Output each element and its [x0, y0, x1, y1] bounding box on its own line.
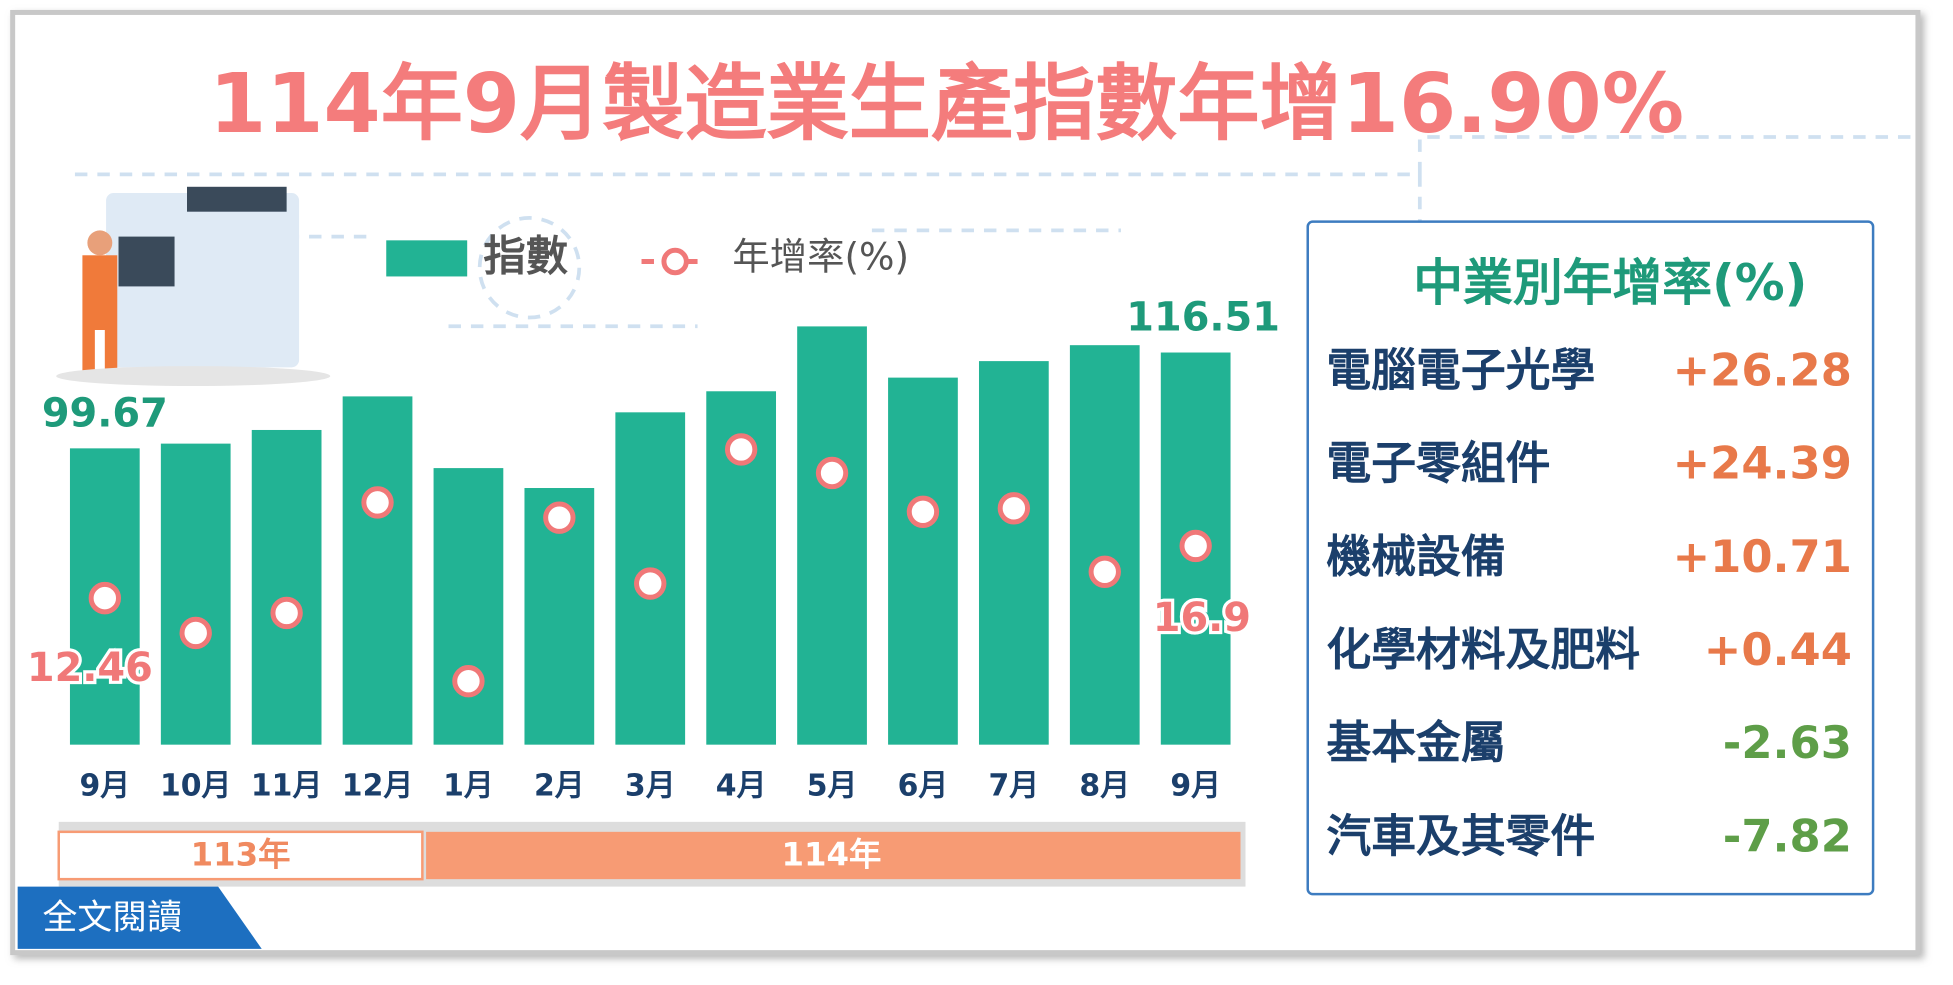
line-point	[543, 501, 576, 534]
illustration	[56, 186, 331, 387]
legend-label: 指數	[483, 232, 568, 281]
bar	[888, 377, 958, 745]
data-label: 116.51	[1126, 295, 1280, 341]
bar	[797, 326, 867, 745]
line-point	[906, 495, 940, 528]
period-box	[57, 830, 424, 881]
x-tick-label: 9月	[79, 769, 130, 804]
legend-swatch	[661, 247, 689, 276]
button-label[interactable]: 全文閱讀	[43, 898, 182, 938]
legend-swatch	[386, 240, 468, 277]
line-point	[1088, 555, 1121, 588]
read-more-button[interactable]: 全文閱讀	[17, 886, 262, 949]
title: 114年9月製造業生產指數年增16.90%	[209, 57, 1684, 152]
row-name: 基本金屬	[1326, 716, 1505, 769]
row-value: +24.39	[1673, 437, 1852, 490]
row-name: 電腦電子光學	[1326, 344, 1595, 397]
button-shape[interactable]	[17, 886, 262, 949]
line-point	[270, 596, 303, 630]
line-point	[634, 567, 667, 600]
x-tick-label: 9月	[1170, 769, 1221, 804]
data-label: 16.9	[1153, 595, 1251, 641]
line-point	[88, 581, 122, 615]
line-point	[1179, 529, 1212, 563]
row-value: +0.44	[1704, 623, 1852, 676]
x-tick-label: 7月	[989, 769, 1040, 804]
bar	[1069, 345, 1140, 745]
period-label: 113年	[191, 836, 291, 874]
row-name: 汽車及其零件	[1326, 809, 1595, 862]
line-point	[179, 616, 212, 650]
x-tick-label: 4月	[716, 769, 767, 804]
period-label: 114年	[781, 836, 881, 874]
x-tick-label: 3月	[625, 769, 676, 804]
row-value: -2.63	[1723, 716, 1852, 769]
panel-rows: 電腦電子光學 +26.28 電子零組件 +24.39 機械設備 +10.71 化學材料及肥料…	[1326, 344, 1851, 863]
bar	[251, 429, 322, 745]
row-name: 化學材料及肥料	[1326, 623, 1640, 676]
x-tick-label: 5月	[807, 769, 858, 804]
x-tick-label: 10月	[160, 769, 231, 804]
bar	[978, 361, 1049, 745]
bar	[160, 443, 231, 745]
row-value: +26.28	[1673, 344, 1852, 397]
line-point	[815, 456, 849, 490]
x-tick-label: 8月	[1079, 769, 1130, 804]
x-tick-label: 12月	[342, 769, 413, 804]
data-label: 99.67	[42, 390, 168, 436]
line-point	[452, 664, 485, 698]
row-value: +10.71	[1673, 530, 1852, 583]
line-point	[361, 486, 394, 519]
chart: 指數 年增率(%) 99.67 116.51 12.46 16.9 9月 10月 11月 12月 1…	[24, 232, 1282, 887]
panel	[1306, 220, 1875, 896]
x-tick-label: 11月	[251, 769, 322, 804]
data-label: 12.46	[27, 645, 153, 691]
bar	[342, 396, 413, 745]
bar	[433, 468, 504, 745]
x-tick-label: 1月	[443, 769, 494, 804]
row-value: -7.82	[1723, 809, 1852, 862]
row-name: 機械設備	[1326, 530, 1505, 583]
line-point	[724, 433, 758, 466]
panel-title: 中業別年增率(%)	[1413, 254, 1807, 312]
row-name: 電子零組件	[1326, 437, 1550, 490]
decoration	[74, 135, 1918, 329]
line-point	[997, 492, 1031, 525]
x-tick-label: 2月	[534, 769, 585, 804]
legend-label: 年增率(%)	[732, 235, 909, 279]
x-tick-label: 6月	[898, 769, 949, 804]
period-box	[426, 831, 1241, 880]
